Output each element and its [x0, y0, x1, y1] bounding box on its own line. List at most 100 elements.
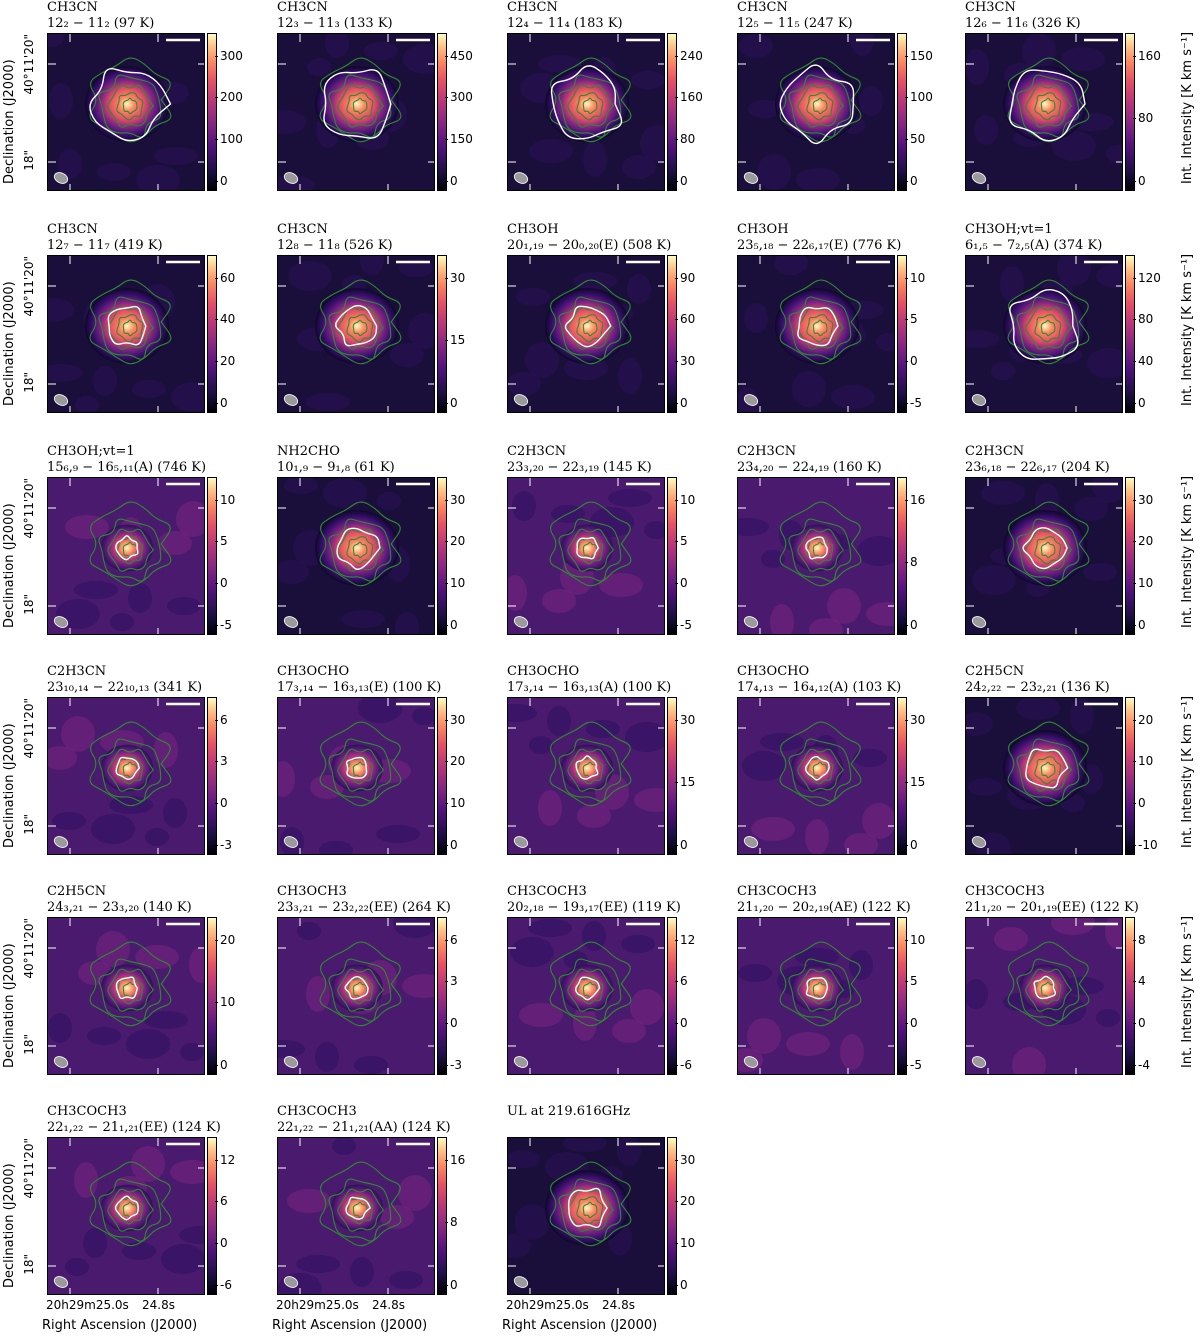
panel-molecule-label: CH3OH — [737, 222, 789, 237]
line-contour — [550, 65, 623, 140]
continuum-contour — [1034, 536, 1062, 565]
continuum-contour — [567, 968, 615, 1012]
noise-patch — [350, 1257, 374, 1287]
map-svg — [738, 256, 894, 412]
colorbar-tick-label: -5 — [675, 617, 692, 632]
colorbar-tick-label: 10 — [1132, 754, 1154, 769]
map-svg — [48, 256, 204, 412]
colorbar-tick-label: 60 — [674, 312, 696, 327]
line-contour — [564, 305, 612, 348]
map-svg — [508, 478, 664, 634]
noise-patch — [844, 833, 878, 854]
colorbar-tick-label: 5 — [905, 974, 918, 989]
colorbar-tick-label: -5 — [905, 1057, 922, 1072]
dec-tick-label: 18" — [22, 150, 36, 171]
continuum-contour — [812, 319, 828, 337]
intensity-map — [507, 255, 665, 413]
beam-ellipse — [283, 394, 299, 406]
continuum-contour — [1040, 981, 1056, 999]
panel-molecule-label: CH3OCH3 — [277, 884, 347, 899]
colorbar-title: Int. Intensity [K km s⁻¹] — [1180, 475, 1195, 628]
dec-tick-label: 40°11'20" — [22, 698, 36, 759]
colorbar-tick-label: 80 — [1132, 312, 1154, 327]
noise-patch — [519, 1003, 563, 1027]
noise-patch — [640, 125, 664, 161]
continuum-contour — [98, 738, 162, 802]
panel-molecule-label: CH3OH;vt=1 — [965, 222, 1053, 237]
continuum-contour — [319, 501, 402, 587]
continuum-contour — [89, 501, 172, 587]
panel-molecule-label: C2H3CN — [47, 664, 107, 679]
noise-patch — [377, 492, 401, 510]
noise-patch — [757, 154, 791, 190]
continuum-contour — [806, 536, 834, 565]
noise-patch — [612, 1019, 646, 1043]
noise-patch — [840, 1034, 864, 1070]
continuum-contour — [1040, 319, 1056, 337]
noise-patch — [512, 491, 536, 521]
panel-transition-label: 6₁,₅ − 7₂,₅(A) (374 K) — [965, 238, 1103, 253]
continuum-contour — [549, 501, 632, 587]
beam-ellipse — [513, 616, 529, 628]
map-svg — [278, 34, 434, 190]
colorbar-tick-label: 0 — [445, 1016, 458, 1031]
colorbar — [207, 697, 217, 855]
noise-patch — [510, 937, 554, 967]
beam-ellipse — [283, 1056, 299, 1068]
colorbar-title: Int. Intensity [K km s⁻¹] — [1180, 31, 1195, 184]
beam-ellipse — [283, 1276, 299, 1288]
colorbar-tick-label: 100 — [215, 132, 243, 147]
noise-patch — [296, 1255, 340, 1273]
noise-patch — [770, 604, 794, 634]
continuum-contour — [576, 1196, 604, 1225]
noise-patch — [167, 597, 201, 615]
line-contour — [779, 64, 855, 145]
beam-ellipse — [971, 1056, 987, 1068]
noise-patch — [48, 746, 77, 770]
map-svg — [508, 698, 664, 854]
continuum-contour — [1007, 279, 1090, 365]
intensity-map — [507, 917, 665, 1075]
beam-ellipse — [283, 616, 299, 628]
continuum-contour — [346, 92, 374, 121]
panel-molecule-label: C2H3CN — [965, 444, 1025, 459]
colorbar-tick-label: 15 — [674, 775, 696, 790]
map-svg — [966, 918, 1122, 1074]
colorbar-tick-label: 6 — [215, 712, 228, 727]
noise-patch — [529, 736, 553, 754]
colorbar-tick-label: 10 — [674, 492, 696, 507]
beam-ellipse — [513, 172, 529, 184]
colorbar-tick-label: 0 — [1133, 796, 1146, 811]
ra-tick-label: 24.8s — [602, 1298, 635, 1312]
colorbar — [437, 917, 447, 1075]
beam-ellipse — [743, 836, 759, 848]
colorbar — [207, 917, 217, 1075]
continuum-contour — [328, 1178, 392, 1242]
continuum-contour — [806, 92, 834, 121]
colorbar-tick-label: 20 — [1132, 712, 1154, 727]
map-panel: CH3OH;vt=1 15₆,₉ − 16₅,₁₁(A) (746 K) -5 0 5 1… — [0, 444, 235, 664]
noise-patch — [849, 950, 873, 980]
noise-patch — [399, 259, 433, 277]
noise-patch — [161, 1244, 204, 1274]
noise-patch — [742, 751, 786, 781]
noise-patch — [862, 803, 894, 839]
map-panel: CH3CN 12₄ − 11₄ (183 K) 0 80 160 240 — [460, 0, 703, 220]
noise-patch — [809, 618, 843, 634]
intensity-map — [965, 33, 1123, 191]
emission-peak — [85, 66, 169, 142]
colorbar-tick-label: 16 — [444, 1152, 466, 1167]
panel-transition-label: 12₃ − 11₃ (133 K) — [277, 16, 393, 31]
colorbar — [667, 477, 677, 635]
noise-patch — [65, 1258, 89, 1276]
colorbar — [667, 1137, 677, 1295]
noise-patch — [179, 1226, 204, 1244]
noise-patch — [354, 1056, 388, 1074]
map-svg — [966, 478, 1122, 634]
intensity-map — [47, 33, 205, 191]
colorbar-tick-label: 450 — [445, 48, 473, 63]
colorbar-tick-label: 8 — [1133, 932, 1146, 947]
continuum-contour — [567, 306, 615, 350]
continuum-contour — [558, 296, 622, 360]
colorbar-tick-label: 30 — [444, 712, 466, 727]
